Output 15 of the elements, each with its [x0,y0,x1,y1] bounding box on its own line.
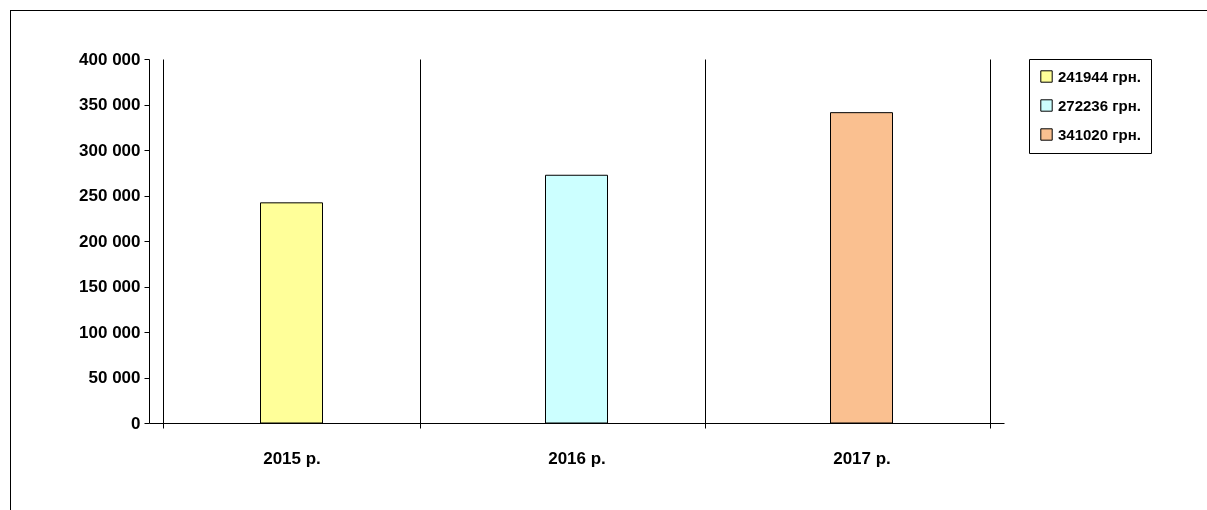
legend-label: 241944 грн. [1058,67,1141,85]
y-tick-label: 350 000 [79,95,141,114]
y-tick-label: 50 000 [88,368,141,387]
y-tick-label: 0 [131,413,141,433]
y-tick-label: 100 000 [79,322,141,342]
legend-label: 272236 грн. [1058,96,1141,114]
y-tick-label: 400 000 [79,49,141,69]
y-tick-label: 250 000 [79,186,141,205]
y-tick-label: 200 000 [79,231,141,251]
y-tick-label: 150 000 [79,277,141,296]
x-tick-label: 2016 р. [548,448,606,468]
x-tick-label: 2015 р. [263,448,321,468]
y-tick-label: 300 000 [79,140,141,160]
x-tick-label: 2017 р. [833,448,891,468]
legend-label: 341020 грн. [1058,125,1141,143]
